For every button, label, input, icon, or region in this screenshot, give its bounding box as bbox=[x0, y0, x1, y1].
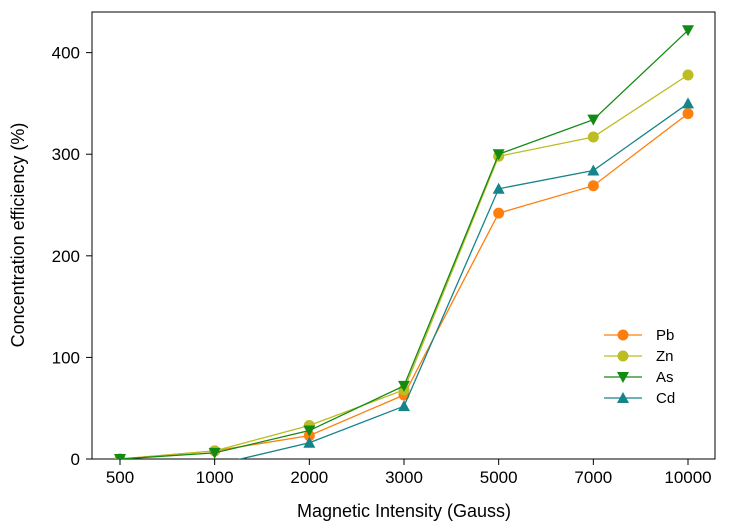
data-point-pb bbox=[493, 207, 505, 219]
data-point-cd bbox=[492, 182, 505, 194]
x-tick-label: 7000 bbox=[574, 468, 612, 487]
y-axis: 0 100 200 300 400 bbox=[52, 44, 92, 469]
data-point-cd bbox=[398, 400, 410, 412]
x-axis: 500 1000 2000 3000 5000 7000 10000 bbox=[106, 459, 712, 487]
y-axis-title: Concentration efficiency (%) bbox=[8, 123, 28, 348]
data-point-pb bbox=[587, 180, 599, 192]
series-cd bbox=[118, 97, 694, 459]
legend-item-pb: Pb bbox=[604, 327, 674, 344]
x-tick-label: 1000 bbox=[196, 468, 234, 487]
data-point-as bbox=[682, 25, 694, 37]
data-point-zn bbox=[682, 69, 694, 81]
series-layer bbox=[114, 25, 694, 459]
legend-item-cd: Cd bbox=[604, 390, 675, 407]
legend-item-zn: Zn bbox=[604, 348, 674, 365]
y-tick-label: 100 bbox=[52, 348, 80, 367]
legend-item-as: As bbox=[604, 369, 674, 386]
data-point-as bbox=[114, 454, 126, 459]
data-point-cd bbox=[587, 164, 600, 176]
data-point-cd bbox=[118, 457, 122, 459]
legend-marker bbox=[617, 372, 629, 383]
data-point-as bbox=[587, 114, 600, 126]
legend-label: Zn bbox=[656, 348, 674, 365]
legend-marker bbox=[617, 350, 629, 362]
data-point-as bbox=[492, 149, 505, 161]
legend: Pb Zn As Cd bbox=[604, 327, 675, 407]
data-point-pb bbox=[682, 108, 694, 120]
y-tick-label: 200 bbox=[52, 247, 80, 266]
x-axis-title: Magnetic Intensity (Gauss) bbox=[297, 501, 511, 521]
x-tick-label: 3000 bbox=[385, 468, 423, 487]
legend-label: Pb bbox=[656, 327, 674, 344]
x-tick-label: 5000 bbox=[480, 468, 518, 487]
legend-marker bbox=[617, 392, 629, 403]
y-tick-label: 300 bbox=[52, 145, 80, 164]
y-tick-label: 400 bbox=[52, 44, 80, 63]
y-tick-label: 0 bbox=[71, 450, 80, 469]
legend-label: Cd bbox=[656, 390, 675, 407]
data-point-zn bbox=[587, 131, 599, 143]
data-point-as bbox=[208, 447, 221, 459]
data-point-cd bbox=[303, 436, 316, 448]
x-tick-label: 2000 bbox=[290, 468, 328, 487]
legend-marker bbox=[617, 329, 629, 341]
data-point-cd bbox=[682, 97, 694, 109]
data-point-as bbox=[398, 380, 410, 392]
x-tick-label: 500 bbox=[106, 468, 134, 487]
x-tick-label: 10000 bbox=[664, 468, 711, 487]
legend-label: As bbox=[656, 369, 674, 386]
data-point-as bbox=[303, 425, 316, 437]
series-as bbox=[114, 25, 694, 459]
